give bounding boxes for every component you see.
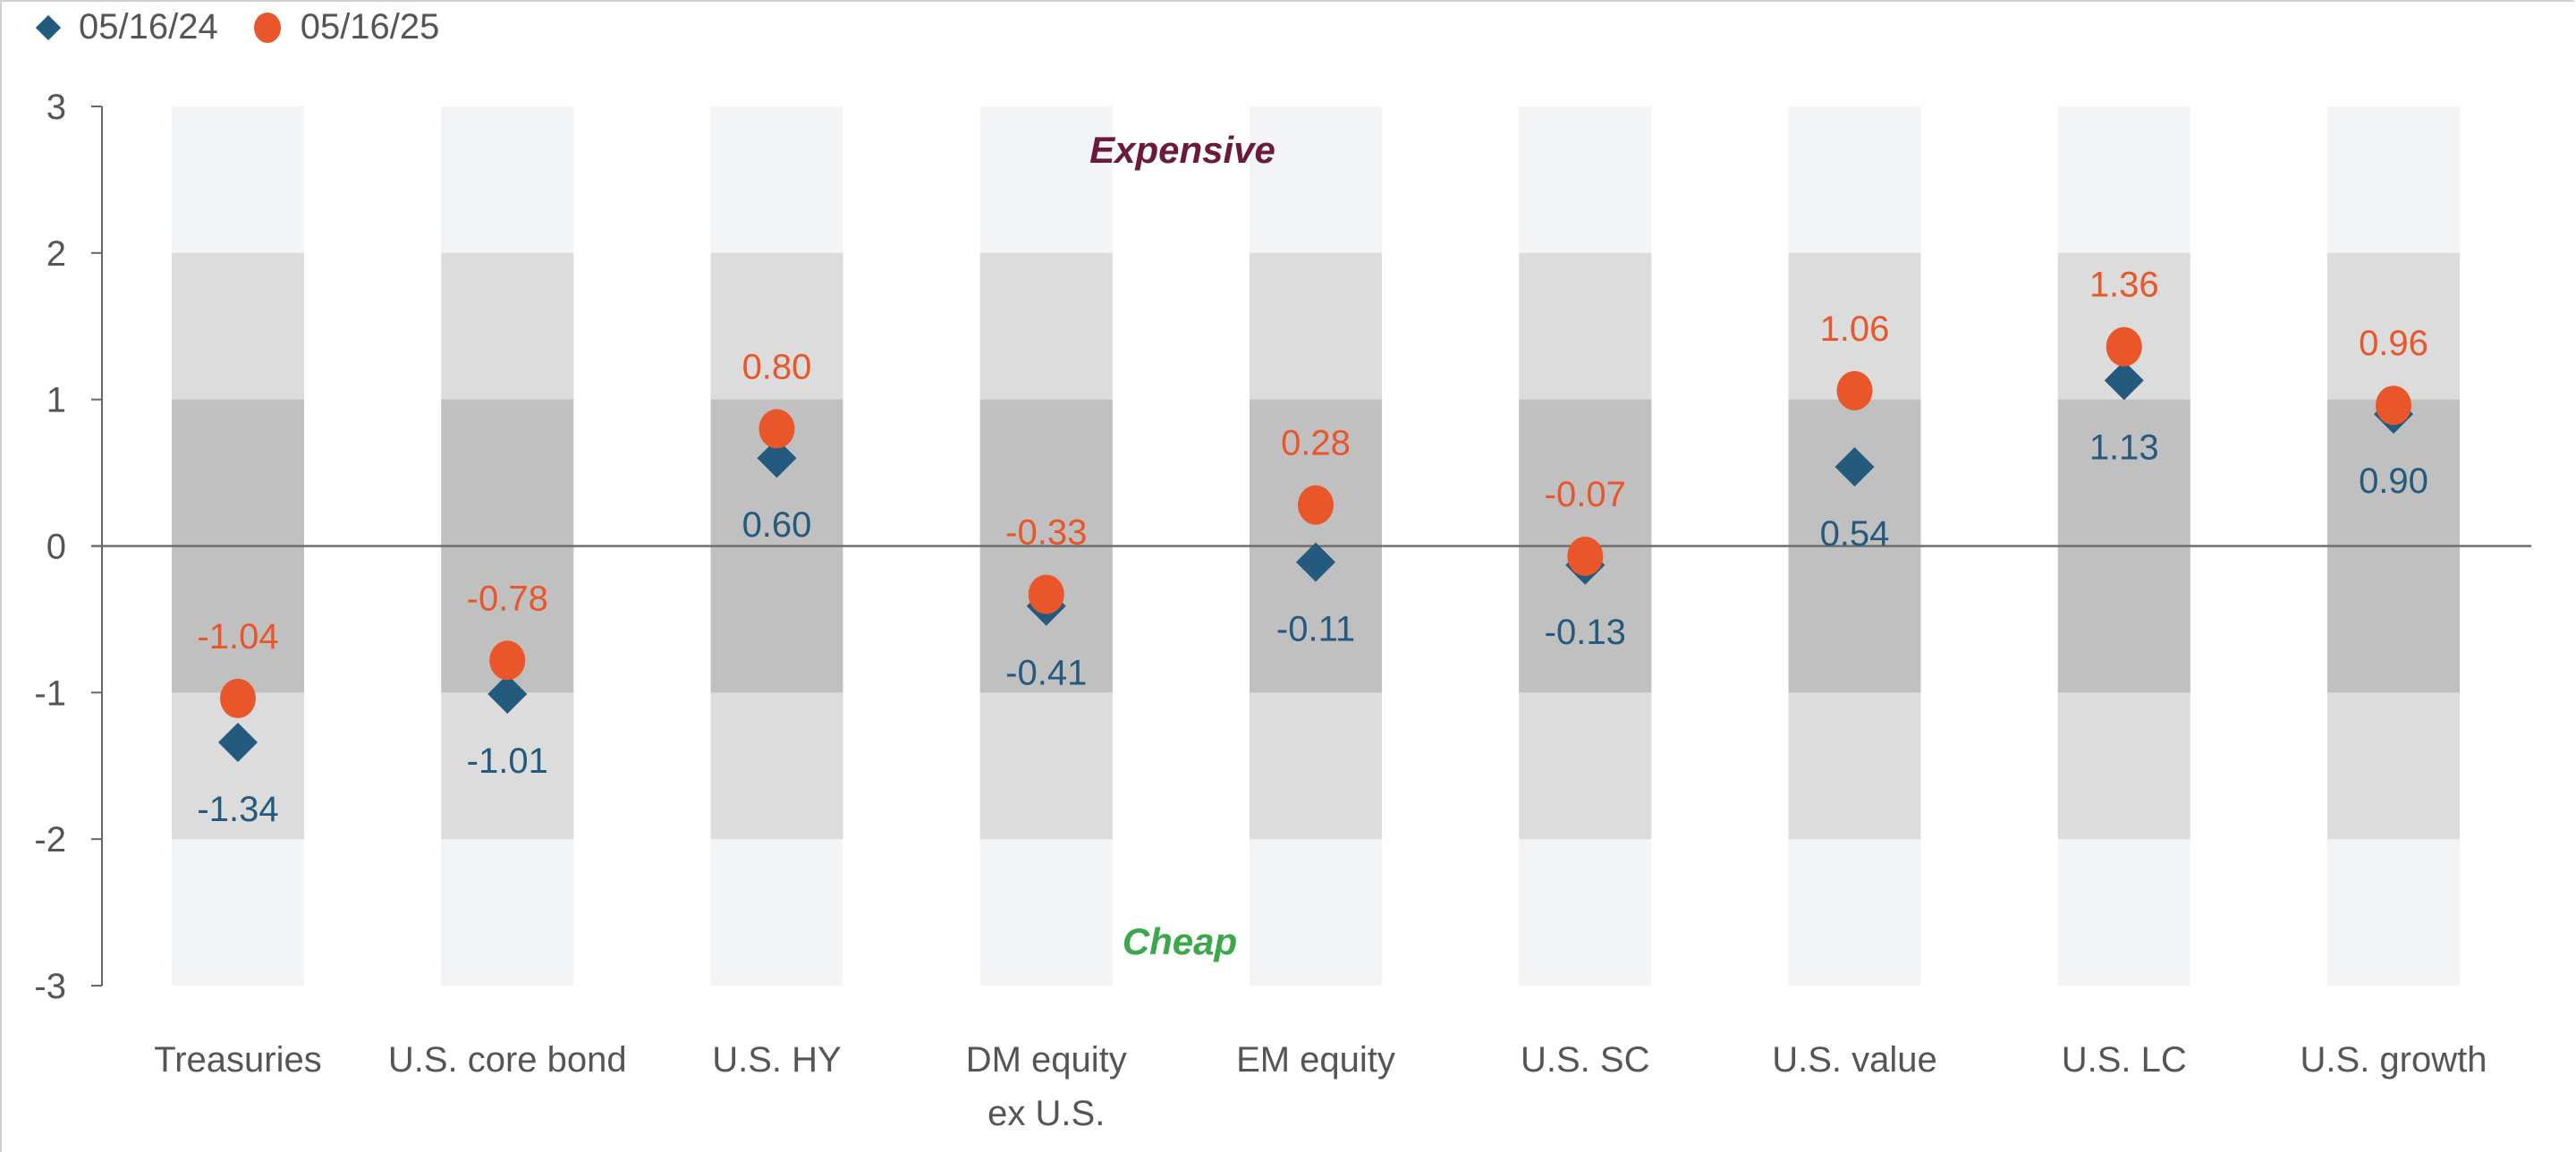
circle-point-2025 [1298,485,1334,525]
circle-point-2025 [1836,370,1873,411]
circle-point-2025 [220,678,256,718]
data-label-2025: 1.36 [2089,266,2159,305]
category-label: U.S. SC [1521,1040,1649,1080]
data-label-2024: -0.13 [1545,613,1626,652]
diamond-point-2024 [487,673,528,714]
circle-point-2025 [489,640,526,681]
y-tick-label: 0 [47,528,66,567]
category-label: U.S. core bond [388,1040,627,1080]
diamond-point-2024 [218,723,258,763]
diamond-point-2024 [1296,542,1335,582]
circle-point-2025 [1028,574,1064,614]
data-label-2024: 0.60 [742,505,812,545]
y-tick-label: 2 [47,234,66,274]
data-label-2025: 0.96 [2359,324,2428,363]
circle-point-2025 [1567,536,1604,576]
category-label: Treasuries [154,1040,321,1080]
data-label-2024: -1.01 [467,741,548,781]
y-tick-label: 1 [47,381,66,420]
circle-marker-icon [253,12,281,43]
circle-point-2025 [2376,385,2411,426]
y-tick-label: 3 [47,88,66,127]
category-label: U.S. LC [2062,1040,2187,1080]
diamond-point-2024 [1835,447,1875,487]
data-label-2025: 1.06 [1820,309,1890,349]
legend-item-2025: 05/16/25 [253,7,440,47]
circle-point-2025 [758,409,795,449]
legend-label: 05/16/24 [79,7,218,47]
diamond-point-2024 [757,438,797,479]
category-label: ex U.S. [987,1094,1105,1133]
circle-point-2025 [2106,326,2142,367]
data-label-2025: -1.04 [197,617,278,656]
y-tick-label: -1 [34,673,66,713]
category-label: U.S. value [1772,1040,1937,1080]
data-label-2025: -0.33 [1005,513,1087,553]
data-label-2024: 0.54 [1820,514,1890,554]
data-label-2025: 0.28 [1281,424,1351,463]
category-label: U.S. HY [712,1040,841,1080]
data-label-2024: 1.13 [2089,428,2159,467]
data-label-2024: 0.90 [2359,462,2428,501]
data-label-2025: 0.80 [742,347,812,386]
legend-label: 05/16/25 [300,7,440,47]
legend: 05/16/24 05/16/25 [35,7,475,47]
data-label-2024: -0.41 [1005,654,1087,693]
diamond-point-2024 [2104,360,2144,401]
data-label-2024: -0.11 [1276,610,1355,649]
category-label: DM equity [966,1040,1127,1080]
category-label: U.S. growth [2301,1040,2487,1080]
y-tick-label: -2 [34,820,66,860]
cheap-label: Cheap [1123,920,1237,962]
data-label-2025: -0.07 [1545,475,1626,514]
category-label: EM equity [1236,1040,1395,1080]
expensive-label: Expensive [1089,129,1275,171]
data-label-2024: -1.34 [197,790,278,829]
legend-item-2024: 05/16/24 [35,7,218,47]
y-tick-label: -3 [34,967,66,1006]
data-label-2025: -0.78 [467,579,548,618]
